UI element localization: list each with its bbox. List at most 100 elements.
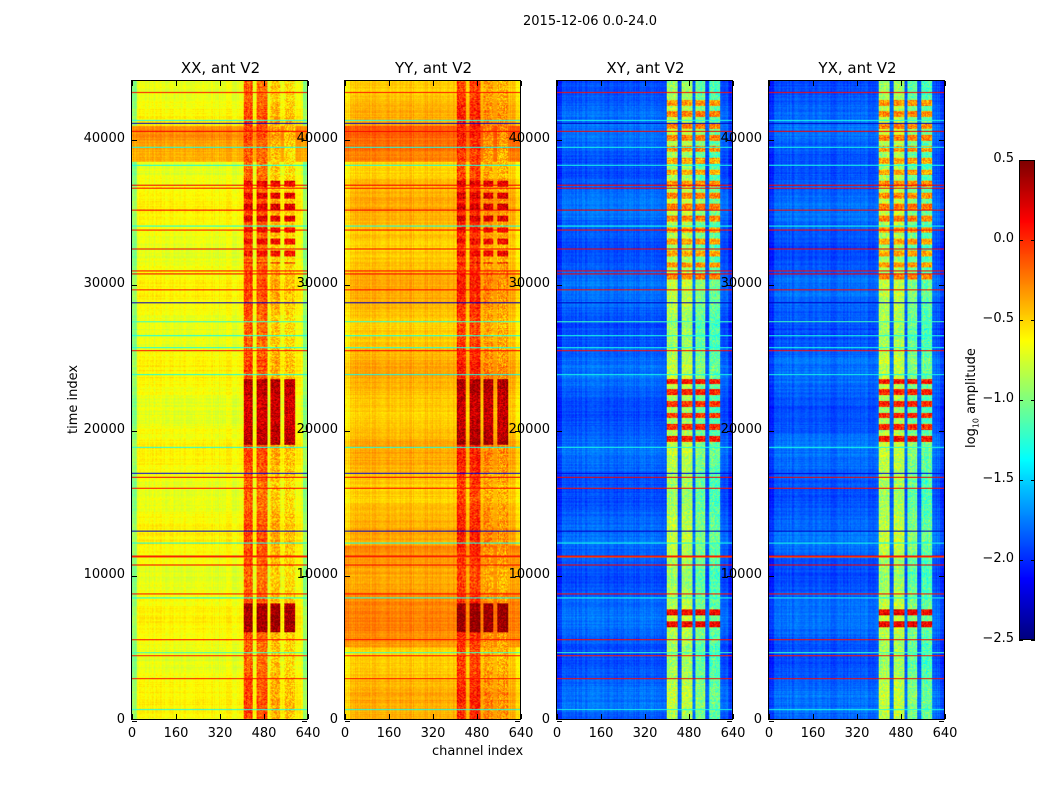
x-tick-mark [433, 714, 434, 719]
colorbar-label-rest: amplitude [964, 348, 979, 418]
y-tick-label: 20000 [83, 421, 125, 437]
x-tick-label: 320 [420, 726, 446, 741]
panel-title: XY, ant V2 [606, 59, 685, 77]
figure-title: 2015-12-06 0.0-24.0 [523, 14, 657, 29]
x-tick-mark [733, 81, 734, 86]
x-tick-mark [857, 81, 858, 86]
x-tick-mark [645, 81, 646, 86]
y-tick-label: 40000 [83, 131, 125, 147]
y-tick-label: 40000 [296, 131, 338, 147]
x-tick-label: 160 [588, 726, 614, 741]
x-tick-mark [769, 81, 770, 86]
y-tick-mark [345, 140, 350, 142]
y-tick-mark [939, 140, 944, 142]
x-tick-mark [220, 714, 221, 719]
y-tick-mark [939, 285, 944, 287]
x-tick-label: 0 [340, 726, 350, 741]
x-tick-mark [433, 81, 434, 86]
colorbar-tick-label: 0.5 [993, 151, 1014, 166]
y-tick-mark [515, 285, 520, 287]
y-tick-label: 30000 [720, 276, 762, 292]
colorbar-tick-mark [1019, 560, 1023, 561]
colorbar-tick-mark [1019, 240, 1023, 241]
x-tick-label: 640 [295, 726, 321, 741]
x-tick-label: 320 [632, 726, 658, 741]
y-tick-mark [132, 430, 137, 432]
y-tick-mark [515, 575, 520, 577]
y-tick-label: 10000 [83, 566, 125, 582]
y-tick-mark [769, 430, 774, 432]
colorbar-tick-label: 0.0 [993, 231, 1014, 246]
colorbar-tick-mark [1019, 160, 1023, 161]
y-tick-mark [345, 575, 350, 577]
heatmap-panel: YX, ant V2 0 160 320 480 640 0 10000 20000 30000 4… [721, 59, 958, 741]
heatmap-image [769, 81, 944, 719]
colorbar-tick-mark [1031, 160, 1035, 161]
y-tick-mark [557, 140, 562, 142]
y-tick-mark [727, 140, 732, 142]
heatmap-image [132, 81, 307, 719]
colorbar-tick-mark [1019, 640, 1023, 641]
x-tick-mark [813, 81, 814, 86]
y-tick-label: 30000 [508, 276, 550, 292]
y-tick-mark [345, 285, 350, 287]
x-tick-mark [477, 81, 478, 86]
x-tick-mark [945, 714, 946, 719]
colorbar-tick-mark [1031, 400, 1035, 401]
x-tick-label: 480 [888, 726, 914, 741]
colorbar-tick-mark [1031, 640, 1035, 641]
y-tick-label: 0 [753, 712, 762, 727]
y-tick-label: 40000 [508, 131, 550, 147]
x-tick-label: 640 [508, 726, 534, 741]
x-tick-label: 480 [464, 726, 490, 741]
x-tick-mark [264, 81, 265, 86]
colorbar-tick-label: −1.5 [982, 471, 1014, 486]
x-tick-mark [176, 714, 177, 719]
y-tick-mark [132, 721, 137, 722]
y-tick-mark [727, 430, 732, 432]
y-tick-mark [557, 430, 562, 432]
y-tick-mark [939, 721, 944, 722]
colorbar-tick-mark [1031, 240, 1035, 241]
x-tick-mark [345, 81, 346, 86]
colorbar-tick-mark [1019, 480, 1023, 481]
colorbar-tick-mark [1031, 480, 1035, 481]
x-tick-mark [557, 81, 558, 86]
x-axis-label: channel index [432, 744, 524, 759]
x-tick-mark [389, 714, 390, 719]
heatmap-panel: XY, ant V2 0 160 320 480 640 0 10000 20000 30000 4… [509, 59, 746, 741]
x-tick-mark [601, 81, 602, 86]
x-tick-mark [176, 81, 177, 86]
y-tick-mark [515, 430, 520, 432]
x-tick-mark [308, 81, 309, 86]
y-tick-mark [132, 285, 137, 287]
y-tick-mark [302, 140, 307, 142]
colorbar-tick-label: −1.0 [982, 391, 1014, 406]
y-tick-mark [939, 575, 944, 577]
y-tick-mark [769, 285, 774, 287]
y-tick-mark [769, 140, 774, 142]
x-tick-mark [345, 714, 346, 719]
x-tick-mark [945, 81, 946, 86]
x-tick-mark [645, 714, 646, 719]
x-tick-mark [901, 714, 902, 719]
x-tick-mark [308, 714, 309, 719]
panel-title: XX, ant V2 [180, 59, 261, 77]
heatmap-panel: YY, ant V2 0 160 320 480 640 0 10000 20000 30000 4… [297, 59, 534, 741]
x-tick-mark [733, 714, 734, 719]
y-tick-mark [939, 430, 944, 432]
x-tick-mark [220, 81, 221, 86]
y-tick-mark [727, 285, 732, 287]
panel-title: YY, ant V2 [394, 59, 472, 77]
y-tick-mark [557, 721, 562, 722]
colorbar-tick-mark [1019, 320, 1023, 321]
x-tick-mark [521, 81, 522, 86]
colorbar-tick-label: −2.0 [982, 551, 1014, 566]
x-tick-mark [477, 714, 478, 719]
y-tick-label: 10000 [508, 566, 550, 582]
y-axis-label: time index [66, 364, 81, 434]
y-tick-mark [302, 721, 307, 722]
y-tick-label: 0 [541, 712, 550, 727]
colorbar-tick-mark [1031, 320, 1035, 321]
y-tick-mark [302, 285, 307, 287]
